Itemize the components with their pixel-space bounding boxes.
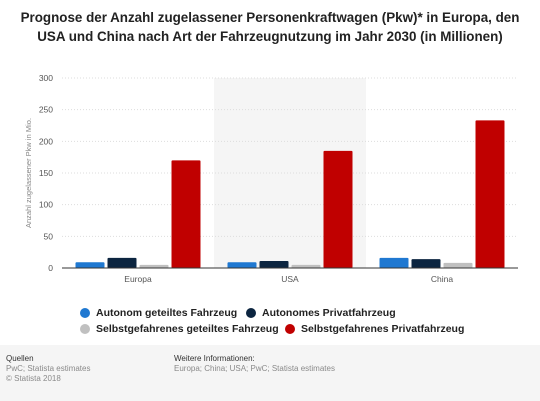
legend-marker [80, 324, 90, 334]
legend-label: Selbstgefahrenes Privatfahrzeug [301, 323, 465, 335]
y-axis-label: Anzahl zugelassener Pkw in Mio. [24, 118, 33, 228]
legend-label: Selbstgefahrenes geteiltes Fahrzeug [96, 323, 279, 335]
bar[interactable] [139, 264, 169, 268]
bar[interactable] [443, 262, 473, 268]
x-axis-ticks: Europa USA China [124, 274, 453, 284]
legend-item-autonom-geteilt[interactable]: Autonom geteiltes Fahrzeug [80, 307, 237, 319]
y-tick-label: 250 [39, 105, 53, 115]
footer: Quellen PwC; Statista estimates © Statis… [0, 345, 540, 401]
x-tick-label: China [431, 274, 453, 284]
y-axis-ticks: 0 50 100 150 200 250 300 [39, 73, 53, 273]
y-tick-label: 300 [39, 73, 53, 83]
bar[interactable] [379, 257, 409, 268]
grid-lines [62, 77, 518, 237]
copyright-line: © Statista 2018 [6, 374, 61, 383]
bars [75, 120, 505, 268]
info-text: Europa; China; USA; PwC; Statista estima… [174, 364, 335, 373]
sources-heading: Quellen [6, 354, 34, 363]
bar[interactable] [75, 262, 105, 268]
bar[interactable] [171, 160, 201, 268]
chart-title: Prognose der Anzahl zugelassener Persone… [20, 10, 520, 44]
sources-line: PwC; Statista estimates [6, 364, 91, 373]
bar[interactable] [411, 259, 441, 268]
bar[interactable] [227, 262, 257, 268]
bar[interactable] [107, 257, 137, 268]
info-block: Weitere Informationen: Europa; China; US… [174, 354, 335, 374]
legend-item-autonom-privat[interactable]: Autonomes Privatfahrzeug [246, 307, 396, 319]
y-tick-label: 50 [44, 231, 54, 241]
x-tick-label: USA [281, 274, 299, 284]
info-heading: Weitere Informationen: [174, 354, 255, 363]
y-tick-label: 200 [39, 136, 53, 146]
legend-item-selbst-geteilt[interactable]: Selbstgefahrenes geteiltes Fahrzeug [80, 323, 279, 335]
legend-marker [80, 308, 90, 318]
bar[interactable] [259, 261, 289, 268]
bar[interactable] [475, 120, 505, 268]
y-tick-label: 100 [39, 200, 53, 210]
legend-marker [246, 308, 256, 318]
legend-label: Autonom geteiltes Fahrzeug [96, 307, 238, 319]
bar[interactable] [291, 264, 321, 268]
x-tick-label: Europa [124, 274, 152, 284]
legend-marker [285, 324, 295, 334]
sources-block: Quellen PwC; Statista estimates © Statis… [6, 354, 90, 384]
legend-item-selbst-privat[interactable]: Selbstgefahrenes Privatfahrzeug [285, 323, 464, 335]
y-tick-label: 0 [48, 263, 53, 273]
y-tick-label: 150 [39, 168, 53, 178]
legend-label: Autonomes Privatfahrzeug [262, 307, 396, 319]
bar[interactable] [323, 150, 353, 268]
